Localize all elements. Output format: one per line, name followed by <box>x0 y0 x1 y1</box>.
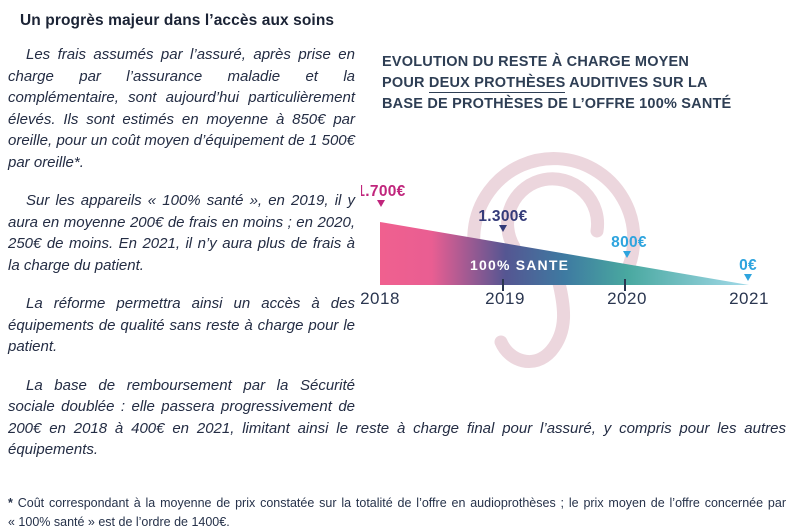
marker-2020 <box>623 251 631 258</box>
footnote-asterisk: * <box>8 495 13 510</box>
marker-2018 <box>377 200 385 207</box>
paragraph-reforme: La réforme permettra ainsi un accès à de… <box>8 295 355 355</box>
value-2020: 800€ <box>611 234 647 251</box>
paragraph-costs: Les frais assumés par l’assuré, après pr… <box>8 46 355 171</box>
marker-2021 <box>744 274 752 281</box>
paragraph-100-sante: Sur les appareils « 100% santé », en 201… <box>8 192 355 274</box>
chart-infographic: EVOLUTION DU RESTE À CHARGE MOYEN POUR D… <box>361 44 786 412</box>
footnote-text: Coût correspondant à la moyenne de prix … <box>8 495 786 529</box>
chart-title-underlined: DEUX PROTHÈSES <box>428 75 566 93</box>
axis-year-2019: 2019 <box>485 289 525 308</box>
wedge-label: 100% SANTE <box>470 257 569 273</box>
chart-title: EVOLUTION DU RESTE À CHARGE MOYEN POUR D… <box>382 52 786 115</box>
cost-decline-chart: 100% SANTE 1.700€ 1.300€ 800€ 0€ 2018 20… <box>361 152 769 368</box>
chart-title-line3: BASE DE PROTHÈSES DE L’OFFRE 100% SANTÉ <box>382 96 732 112</box>
axis-year-2020: 2020 <box>607 289 647 308</box>
ear-icon <box>467 152 641 368</box>
value-2019: 1.300€ <box>478 208 527 225</box>
axis-year-2018: 2018 <box>361 289 400 308</box>
marker-2019 <box>499 225 507 232</box>
document-page: { "page": { "title": "Un progrès majeur … <box>0 12 794 530</box>
value-2018: 1.700€ <box>361 183 406 200</box>
chart-title-line1: EVOLUTION DU RESTE À CHARGE MOYEN <box>382 54 690 70</box>
gradient-wedge <box>380 222 749 285</box>
page-title: Un progrès majeur dans l’accès aux soins <box>20 12 335 29</box>
value-2021: 0€ <box>739 257 757 274</box>
footnote: * Coût correspondant à la moyenne de pri… <box>0 494 794 532</box>
axis-year-2021: 2021 <box>729 289 769 308</box>
chart-title-line2: POUR DEUX PROTHÈSES AUDITIVES SUR LA <box>382 75 708 93</box>
main-content: EVOLUTION DU RESTE À CHARGE MOYEN POUR D… <box>0 44 794 478</box>
paragraph-remboursement: La base de remboursement par la Sécurité… <box>8 376 786 459</box>
